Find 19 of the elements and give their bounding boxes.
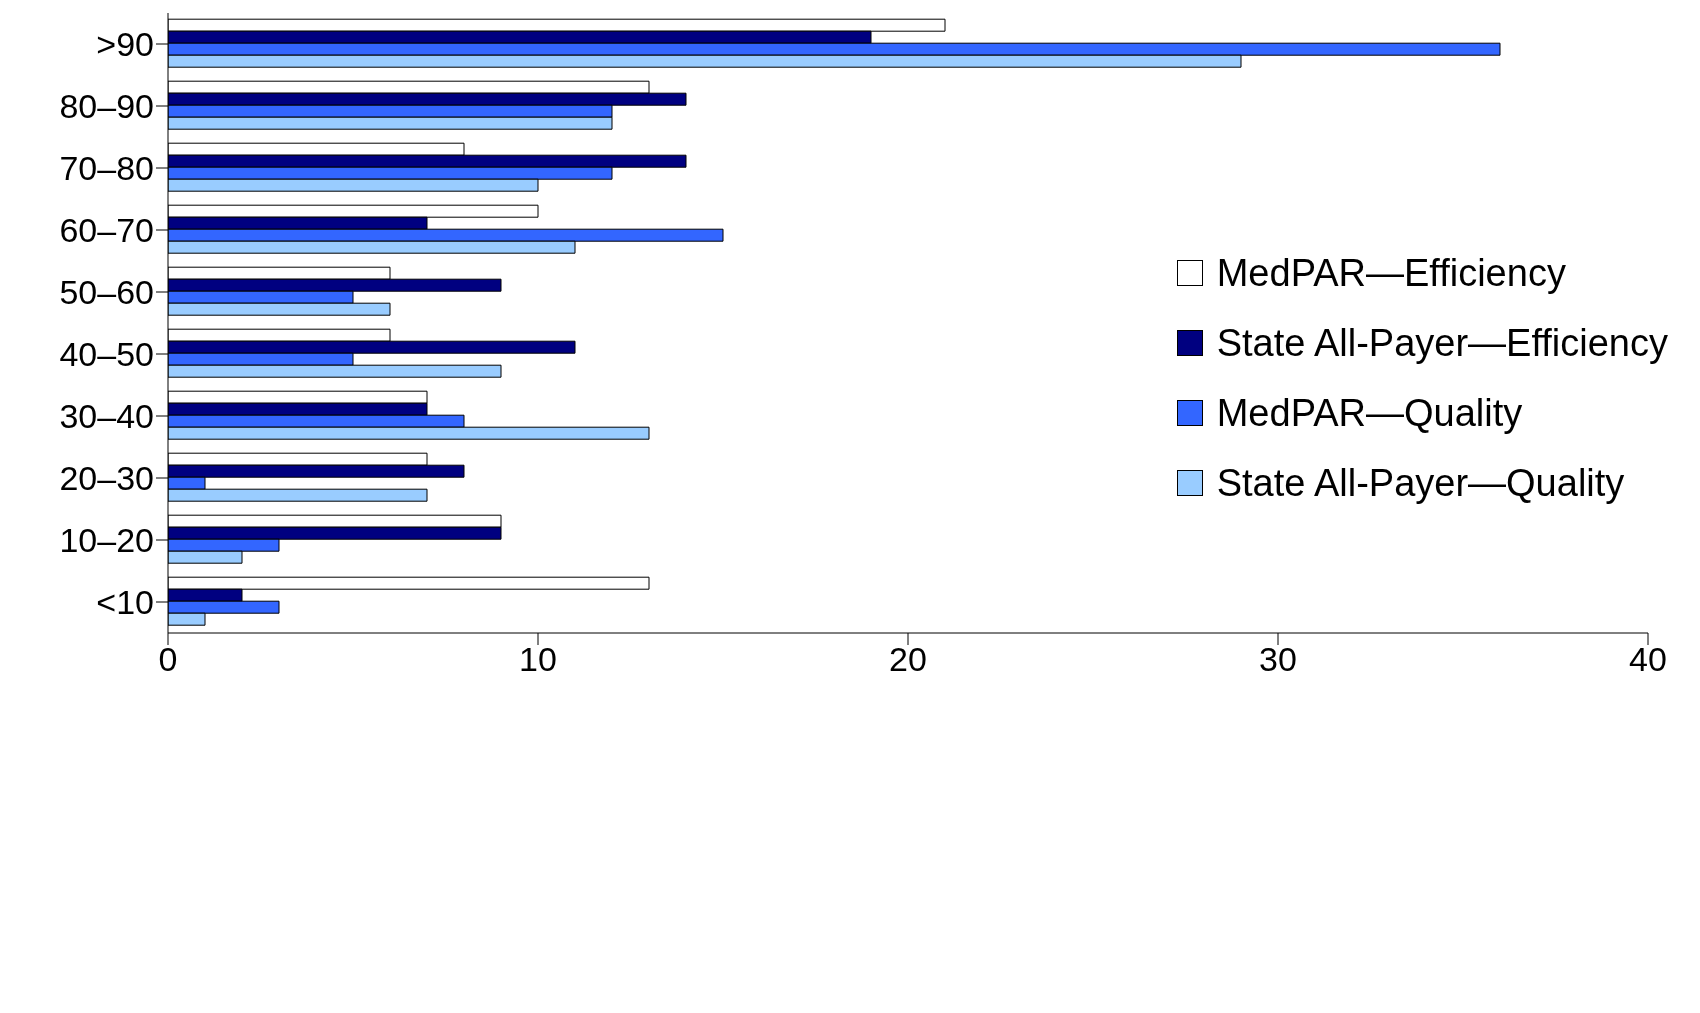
x-tick-label: 10 xyxy=(519,640,557,679)
legend-label: MedPAR—Quality xyxy=(1216,391,1523,436)
legend-label: State All-Payer—Quality xyxy=(1216,461,1625,506)
x-tick-label: 40 xyxy=(1629,640,1667,679)
y-tick-label: 60–70 xyxy=(59,211,154,250)
y-tick-label: 20–30 xyxy=(59,459,154,498)
y-tick-label: 30–40 xyxy=(59,397,154,436)
y-tick-label: 10–20 xyxy=(59,521,154,560)
legend-label: MedPAR—Efficiency xyxy=(1216,251,1566,296)
legend-label: State All-Payer—Efficiency xyxy=(1216,321,1668,366)
y-tick-label: 50–60 xyxy=(59,273,154,312)
x-tick-label: 0 xyxy=(158,640,178,679)
y-tick-label: <10 xyxy=(96,583,154,622)
y-tick-label: 80–90 xyxy=(59,87,154,126)
x-tick-label: 20 xyxy=(889,640,927,679)
y-tick-label: 40–50 xyxy=(59,335,154,374)
y-tick-label: 70–80 xyxy=(59,149,154,188)
x-tick-label: 30 xyxy=(1259,640,1297,679)
y-tick-label: >90 xyxy=(96,25,154,64)
